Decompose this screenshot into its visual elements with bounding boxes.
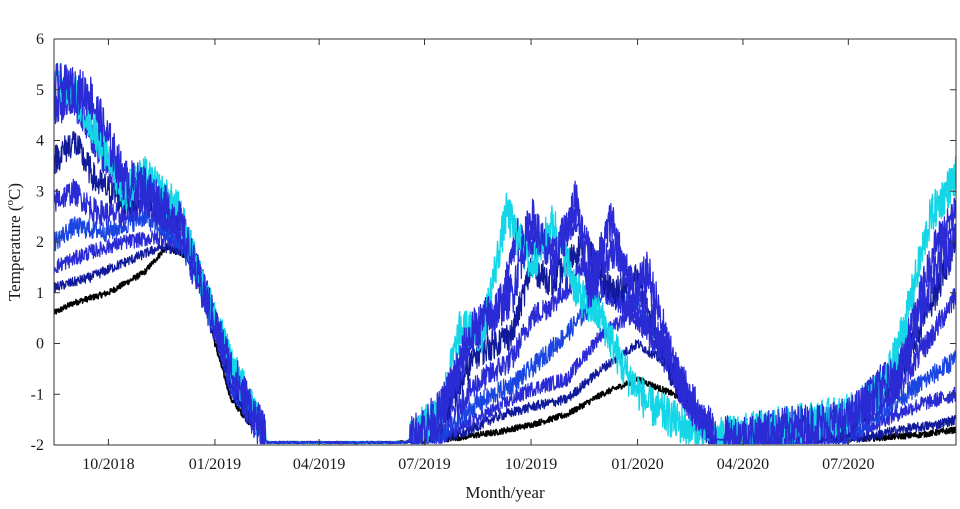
x-tick-label: 01/2019	[189, 456, 241, 473]
y-tick-label: 2	[36, 234, 44, 251]
x-tick-label: 07/2020	[822, 456, 874, 473]
x-axis: 10/2018 01/2019 04/2019 07/2019 10/2019 01/20…	[82, 39, 875, 473]
y-tick-label: 1	[36, 285, 44, 302]
y-tick-label: 0	[36, 336, 44, 353]
x-axis-title: Month/year	[465, 483, 545, 502]
x-tick-label: 07/2019	[398, 456, 450, 473]
y-axis: -2 -1 0 1 2 3 4 5 6	[31, 31, 956, 454]
y-axis-title-sup: o	[4, 199, 16, 205]
y-axis-title-main: Temperature (	[5, 205, 24, 301]
series-line-9	[54, 62, 956, 445]
x-tick-label: 04/2019	[293, 456, 345, 473]
series-layer	[54, 62, 956, 445]
y-tick-label: 6	[36, 31, 44, 48]
x-tick-label: 10/2019	[505, 456, 557, 473]
x-tick-label: 10/2018	[82, 456, 134, 473]
y-tick-label: 4	[36, 133, 44, 150]
y-tick-label: -2	[31, 437, 44, 454]
x-tick-label: 04/2020	[717, 456, 769, 473]
y-axis-title-unit: C)	[5, 183, 24, 200]
x-tick-label: 01/2020	[611, 456, 663, 473]
y-axis-title: Temperature (oC)	[4, 183, 24, 301]
y-tick-label: 3	[36, 183, 44, 200]
y-tick-label: -1	[31, 386, 44, 403]
y-tick-label: 5	[36, 82, 44, 99]
